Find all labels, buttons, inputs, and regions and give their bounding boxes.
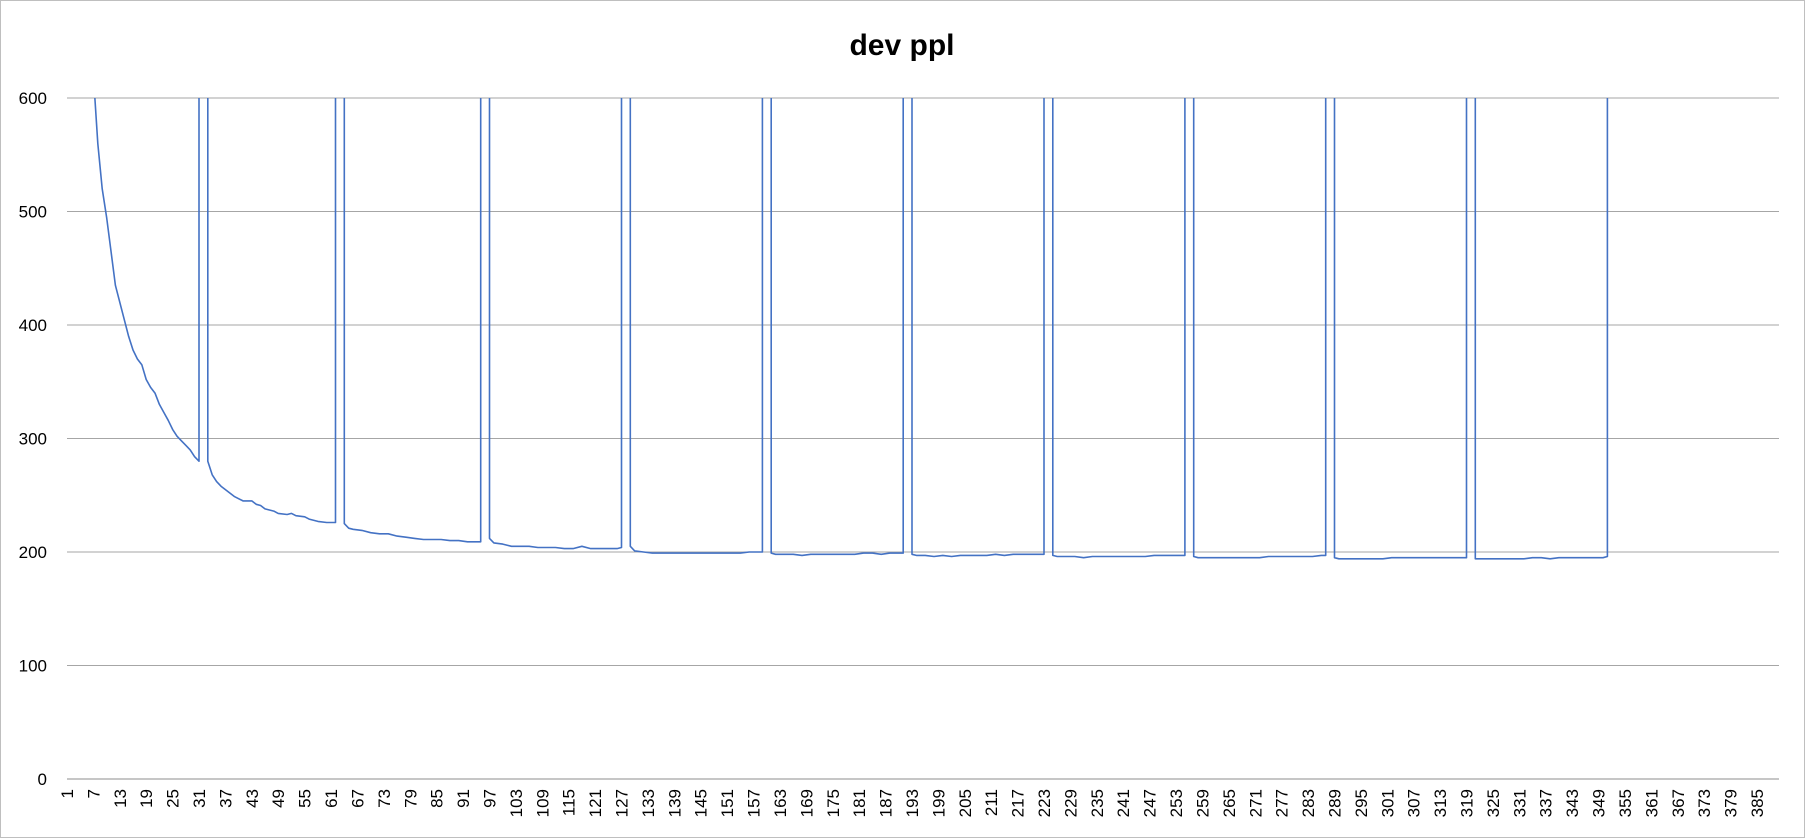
- x-tick-label: 301: [1378, 789, 1397, 817]
- x-tick-label: 103: [507, 789, 526, 817]
- gridlines: [67, 97, 1779, 780]
- x-tick-label: 307: [1405, 789, 1424, 817]
- x-tick-label: 229: [1061, 789, 1080, 817]
- x-tick-label: 247: [1141, 789, 1160, 817]
- x-tick-label: 235: [1088, 789, 1107, 817]
- x-tick-label: 223: [1035, 789, 1054, 817]
- x-tick-label: 319: [1458, 789, 1477, 817]
- x-tick-label: 187: [877, 789, 896, 817]
- x-tick-label: 295: [1352, 789, 1371, 817]
- x-tick-label: 43: [243, 789, 262, 808]
- x-tick-label: 349: [1590, 789, 1609, 817]
- x-tick-label: 97: [480, 789, 499, 808]
- x-tick-label: 361: [1642, 789, 1661, 817]
- x-tick-label: 145: [692, 789, 711, 817]
- x-tick-label: 313: [1431, 789, 1450, 817]
- x-tick-label: 85: [428, 789, 447, 808]
- x-tick-label: 133: [639, 789, 658, 817]
- x-axis-tick-labels: 1 7 13 19 25 31 37 43 49 55 61 67 73 79 85 91 97 103 109 11…: [58, 789, 1767, 817]
- x-tick-label: 19: [137, 789, 156, 808]
- x-tick-label: 31: [190, 789, 209, 808]
- x-tick-label: 61: [322, 789, 341, 808]
- x-tick-label: 73: [375, 789, 394, 808]
- x-tick-label: 277: [1273, 789, 1292, 817]
- x-tick-label: 367: [1669, 789, 1688, 817]
- x-tick-label: 205: [956, 789, 975, 817]
- x-tick-label: 199: [929, 789, 948, 817]
- x-tick-label: 1: [58, 789, 77, 798]
- x-tick-label: 121: [586, 789, 605, 817]
- x-tick-label: 13: [111, 789, 130, 808]
- x-tick-label: 379: [1722, 789, 1741, 817]
- x-tick-label: 271: [1246, 789, 1265, 817]
- x-tick-label: 253: [1167, 789, 1186, 817]
- series-line-0: [94, 98, 1609, 560]
- x-tick-label: 373: [1695, 789, 1714, 817]
- y-tick-label: 100: [19, 657, 47, 676]
- x-tick-label: 127: [613, 789, 632, 817]
- x-tick-label: 139: [665, 789, 684, 817]
- y-tick-label: 200: [19, 543, 47, 562]
- x-tick-label: 79: [401, 789, 420, 808]
- x-tick-label: 331: [1510, 789, 1529, 817]
- y-tick-label: 500: [19, 203, 47, 222]
- x-tick-label: 25: [164, 789, 183, 808]
- x-tick-label: 175: [824, 789, 843, 817]
- y-tick-label: 0: [38, 770, 47, 789]
- x-tick-label: 355: [1616, 789, 1635, 817]
- x-tick-label: 49: [269, 789, 288, 808]
- x-tick-label: 181: [850, 789, 869, 817]
- x-tick-label: 265: [1220, 789, 1239, 817]
- x-tick-label: 211: [982, 789, 1001, 816]
- x-tick-label: 337: [1537, 789, 1556, 817]
- x-tick-label: 169: [797, 789, 816, 817]
- x-tick-label: 91: [454, 789, 473, 808]
- y-tick-label: 400: [19, 316, 47, 335]
- x-tick-label: 241: [1114, 789, 1133, 817]
- series-layer: [94, 98, 1609, 560]
- x-tick-label: 115: [560, 789, 579, 816]
- y-axis-tick-labels: 0 100 200 300 400 500 600: [19, 89, 47, 789]
- x-tick-label: 67: [348, 789, 367, 808]
- x-tick-label: 385: [1748, 789, 1767, 817]
- x-tick-label: 163: [771, 789, 790, 817]
- x-tick-label: 217: [1009, 789, 1028, 817]
- chart-title: dev ppl: [849, 29, 954, 62]
- x-tick-label: 37: [216, 789, 235, 808]
- x-tick-label: 193: [903, 789, 922, 817]
- y-tick-label: 600: [19, 89, 47, 108]
- x-tick-label: 7: [84, 789, 103, 798]
- x-tick-label: 109: [533, 789, 552, 817]
- y-tick-label: 300: [19, 430, 47, 449]
- x-tick-label: 283: [1299, 789, 1318, 817]
- x-tick-label: 289: [1325, 789, 1344, 817]
- x-tick-label: 55: [296, 789, 315, 808]
- x-tick-label: 151: [718, 789, 737, 817]
- x-tick-label: 259: [1193, 789, 1212, 817]
- x-tick-label: 157: [745, 789, 764, 817]
- x-tick-label: 325: [1484, 789, 1503, 817]
- x-tick-label: 343: [1563, 789, 1582, 817]
